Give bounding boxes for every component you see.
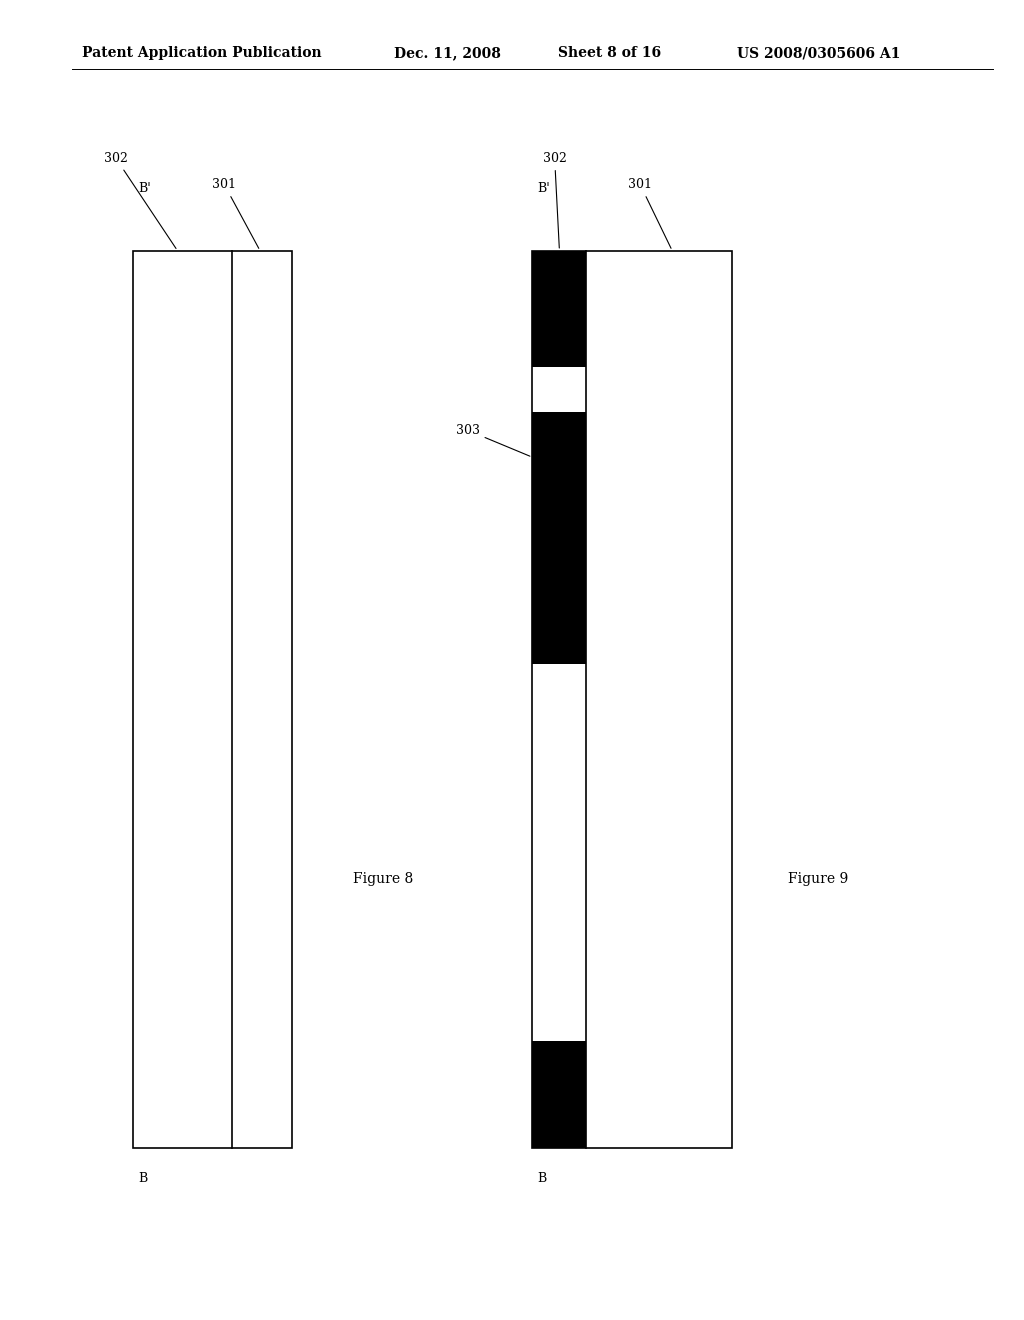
Text: Sheet 8 of 16: Sheet 8 of 16 — [558, 46, 662, 61]
Text: 301: 301 — [629, 178, 671, 248]
Text: B': B' — [138, 182, 151, 195]
Bar — [133, 251, 292, 1148]
Bar — [532, 1040, 587, 1148]
Text: 302: 302 — [104, 152, 176, 248]
Bar — [532, 251, 732, 1148]
Text: 302: 302 — [543, 152, 566, 248]
Bar — [532, 412, 587, 664]
Text: Figure 9: Figure 9 — [788, 873, 849, 886]
Text: US 2008/0305606 A1: US 2008/0305606 A1 — [737, 46, 901, 61]
Text: Dec. 11, 2008: Dec. 11, 2008 — [394, 46, 501, 61]
Text: Figure 8: Figure 8 — [353, 873, 414, 886]
Text: B: B — [538, 1172, 547, 1185]
Text: 303: 303 — [456, 424, 529, 457]
Bar — [532, 251, 587, 367]
Text: B: B — [138, 1172, 147, 1185]
Text: Patent Application Publication: Patent Application Publication — [82, 46, 322, 61]
Text: B': B' — [538, 182, 550, 195]
Text: 301: 301 — [213, 178, 259, 248]
